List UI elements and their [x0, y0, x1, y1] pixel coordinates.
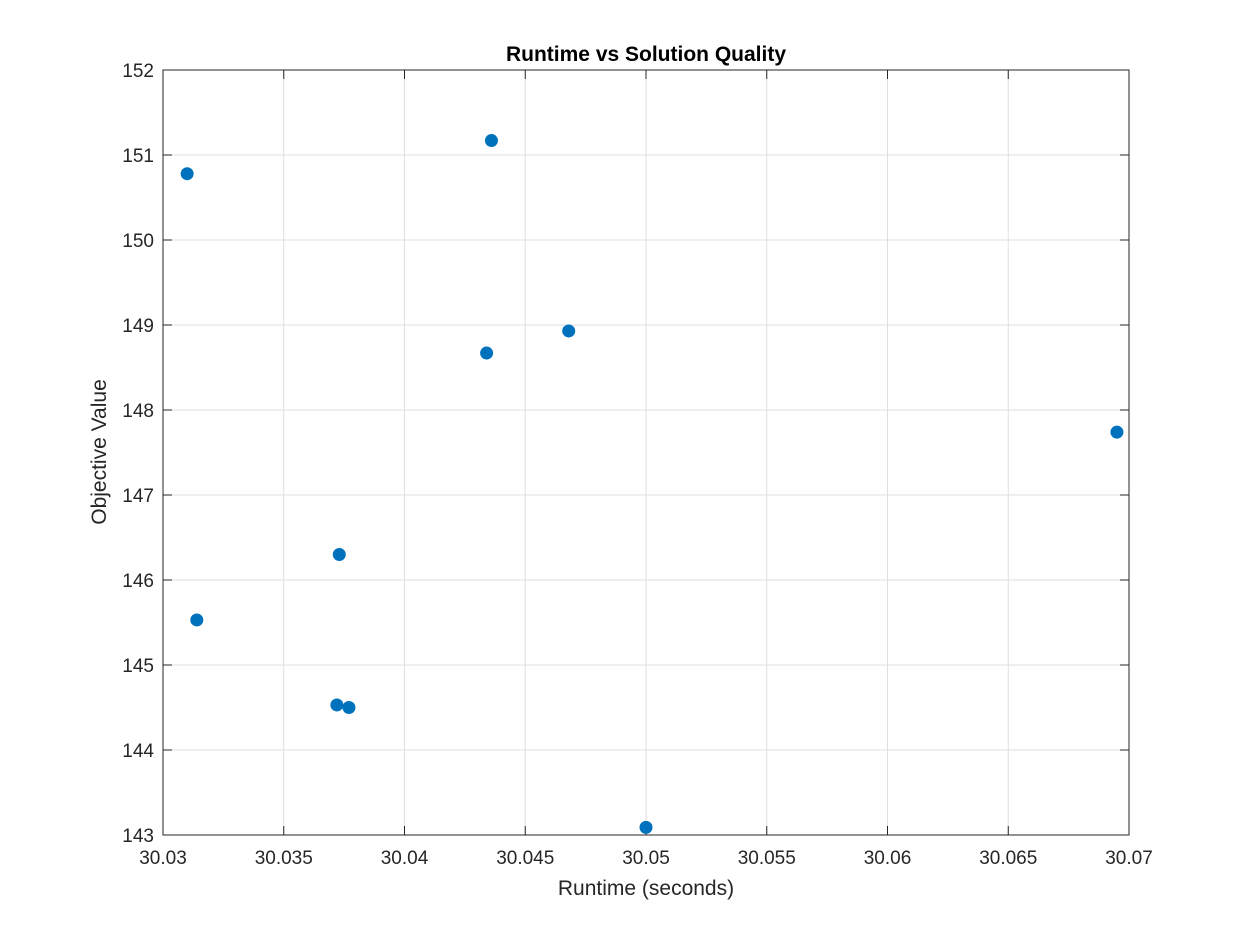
data-point: [562, 324, 576, 338]
y-tick-label: 143: [122, 826, 154, 847]
y-tick-label: 148: [122, 401, 154, 422]
x-axis-title: Runtime (seconds): [558, 877, 734, 900]
data-point: [480, 346, 494, 360]
data-point: [639, 820, 653, 834]
data-point: [332, 548, 346, 561]
y-tick-label: 146: [122, 571, 154, 592]
y-tick-label: 147: [122, 486, 154, 507]
y-tick-label: 149: [122, 316, 154, 337]
data-point: [190, 613, 204, 627]
x-tick-label: 30.06: [864, 848, 912, 869]
x-tick-label: 30.04: [381, 848, 429, 869]
y-tick-label: 150: [122, 231, 154, 252]
x-tick-label: 30.03: [139, 848, 187, 869]
y-tick-label: 152: [122, 61, 154, 82]
data-point: [342, 701, 356, 714]
y-axis-title: Objective Value: [88, 379, 111, 525]
y-tick-label: 151: [122, 146, 154, 167]
grid-lines: [162, 69, 1130, 836]
x-tick-label: 30.05: [622, 848, 670, 869]
y-tick-label: 145: [122, 656, 154, 677]
x-tick-label: 30.065: [979, 848, 1037, 869]
data-point: [330, 698, 344, 712]
x-tick-label: 30.045: [496, 848, 554, 869]
x-tick-label: 30.07: [1105, 848, 1153, 869]
x-tick-labels: 30.03 30.035 30.04 30.045 30.05 30.055 30.06 30…: [139, 848, 1153, 869]
x-tick-label: 30.035: [255, 848, 313, 869]
data-point: [1110, 425, 1124, 439]
y-tick-labels: 143 144 145 146 147 148 149 150 151 152: [122, 61, 154, 847]
y-tick-label: 144: [122, 741, 154, 762]
data-point: [180, 167, 194, 181]
chart-title: Runtime vs Solution Quality: [506, 43, 786, 66]
x-tick-label: 30.055: [738, 848, 796, 869]
data-points: [180, 134, 1124, 834]
data-point: [484, 134, 498, 148]
